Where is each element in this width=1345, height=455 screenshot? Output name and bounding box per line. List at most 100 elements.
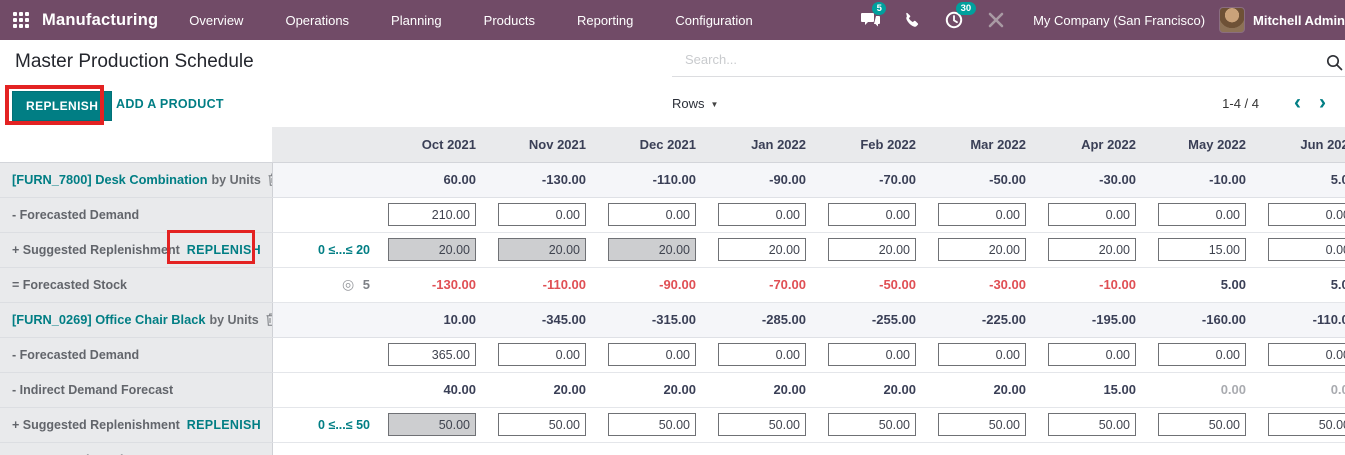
rows-dropdown[interactable]: Rows ▼	[672, 96, 719, 111]
activities-badge: 30	[956, 2, 976, 15]
qty-input[interactable]	[1268, 343, 1345, 366]
qty-input[interactable]	[1048, 343, 1136, 366]
qty-input[interactable]	[388, 343, 476, 366]
delete-product-icon[interactable]	[261, 173, 271, 187]
user-name[interactable]: Mitchell Admin	[1253, 12, 1345, 28]
qty-input[interactable]	[828, 238, 916, 261]
cell-value: -10.00	[1099, 277, 1136, 292]
cell-value: 20.00	[773, 382, 806, 397]
replenish-button[interactable]: REPLENISH	[12, 91, 113, 121]
row-label-cell: - Forecasted Demand	[0, 197, 273, 233]
qty-input[interactable]	[1268, 413, 1345, 436]
mps-cell	[606, 337, 716, 373]
qty-input[interactable]	[608, 238, 696, 261]
qty-input[interactable]	[828, 203, 916, 226]
qty-input[interactable]	[608, 343, 696, 366]
nav-menu-products[interactable]: Products	[483, 12, 535, 28]
phone-icon[interactable]	[901, 9, 923, 31]
cell-value: 20.00	[553, 382, 586, 397]
pager-previous-button[interactable]: ‹	[1294, 91, 1301, 114]
messages-icon[interactable]: 5	[859, 2, 887, 31]
row-replenish-link[interactable]: REPLENISH	[186, 242, 261, 257]
product-link[interactable]: [FURN_7800] Desk Combination	[12, 172, 208, 187]
qty-input[interactable]	[828, 343, 916, 366]
qty-input[interactable]	[1158, 238, 1246, 261]
product-total-cell: -70.00	[826, 162, 936, 198]
qty-input[interactable]	[498, 238, 586, 261]
row-label-cell: + Suggested Replenishment REPLENISH	[0, 407, 273, 443]
product-total-cell: -110.00	[1266, 302, 1345, 338]
cell-value: 0.00	[1330, 382, 1345, 397]
replenish-range[interactable]: 0 ≤...≤ 20	[318, 242, 370, 257]
qty-input[interactable]	[498, 413, 586, 436]
safety-stock-target[interactable]: ◎ 5	[341, 275, 370, 292]
row-label-cell: + Suggested Replenishment REPLENISH	[0, 232, 273, 268]
qty-input[interactable]	[388, 238, 476, 261]
month-header: Jun 2022	[1266, 127, 1345, 163]
qty-input[interactable]	[718, 203, 806, 226]
safety-stock-target[interactable]: ◎ 15	[335, 451, 370, 455]
mps-cell	[826, 232, 936, 268]
qty-input[interactable]	[608, 413, 696, 436]
qty-input[interactable]	[1268, 238, 1345, 261]
nav-menu-planning[interactable]: Planning	[391, 12, 442, 28]
qty-input[interactable]	[718, 413, 806, 436]
cell-value: 20.00	[663, 382, 696, 397]
qty-input[interactable]	[1048, 203, 1136, 226]
qty-input[interactable]	[828, 413, 916, 436]
apps-grid-icon[interactable]	[13, 12, 29, 28]
mps-cell	[826, 337, 936, 373]
pager: 1-4 / 4 ‹ ›	[1222, 91, 1335, 114]
search-input[interactable]	[685, 52, 1305, 67]
qty-input[interactable]	[1048, 238, 1136, 261]
qty-input[interactable]	[388, 203, 476, 226]
qty-input[interactable]	[718, 238, 806, 261]
qty-input[interactable]	[388, 413, 476, 436]
product-link[interactable]: [FURN_0269] Office Chair Black	[12, 312, 206, 327]
app-name[interactable]: Manufacturing	[42, 10, 159, 29]
qty-input[interactable]	[718, 343, 806, 366]
delete-product-icon[interactable]	[259, 313, 271, 327]
nav-menu-configuration[interactable]: Configuration	[675, 12, 753, 28]
qty-input[interactable]	[608, 203, 696, 226]
search-icon[interactable]	[1326, 54, 1343, 76]
pager-next-button[interactable]: ›	[1319, 91, 1326, 114]
user-avatar[interactable]	[1219, 7, 1246, 33]
qty-input[interactable]	[938, 238, 1026, 261]
qty-input[interactable]	[498, 203, 586, 226]
row-label: - Forecasted Demand	[12, 347, 140, 362]
page-title: Master Production Schedule	[15, 51, 254, 72]
company-switcher[interactable]: My Company (San Francisco)	[1033, 12, 1206, 28]
qty-input[interactable]	[938, 203, 1026, 226]
cell-value: -60.00	[1319, 452, 1345, 455]
nav-menu-overview[interactable]: Overview	[189, 12, 244, 28]
product-total-cell: -30.00	[1046, 162, 1156, 198]
qty-input[interactable]	[938, 413, 1026, 436]
qty-input[interactable]	[938, 343, 1026, 366]
activities-clock-icon[interactable]: 30	[943, 2, 976, 31]
nav-menu-reporting[interactable]: Reporting	[576, 12, 634, 28]
qty-input[interactable]	[1158, 413, 1246, 436]
cell-value: -110.00	[542, 277, 586, 292]
row-replenish-link[interactable]: REPLENISH	[186, 417, 261, 432]
mps-cell	[496, 197, 606, 233]
qty-input[interactable]	[1158, 343, 1246, 366]
nav-menu-operations[interactable]: Operations	[285, 12, 350, 28]
product-total-cell: -255.00	[826, 302, 936, 338]
annotation-cell	[272, 302, 386, 338]
mps-cell	[1046, 197, 1156, 233]
mps-cell: -110.00	[1156, 442, 1266, 455]
qty-input[interactable]	[498, 343, 586, 366]
crossed-tools-icon[interactable]	[985, 9, 1007, 31]
month-header: Oct 2021	[386, 127, 496, 163]
replenish-range[interactable]: 0 ≤...≤ 50	[318, 417, 370, 432]
qty-input[interactable]	[1048, 413, 1136, 436]
add-a-product-link[interactable]: ADD A PRODUCT	[116, 97, 224, 111]
month-header: Nov 2021	[496, 127, 606, 163]
cell-value: -110.00	[1203, 452, 1246, 455]
cell-value: -130.00	[431, 277, 476, 292]
qty-input[interactable]	[1268, 203, 1345, 226]
mps-cell	[716, 337, 826, 373]
qty-input[interactable]	[1158, 203, 1246, 226]
